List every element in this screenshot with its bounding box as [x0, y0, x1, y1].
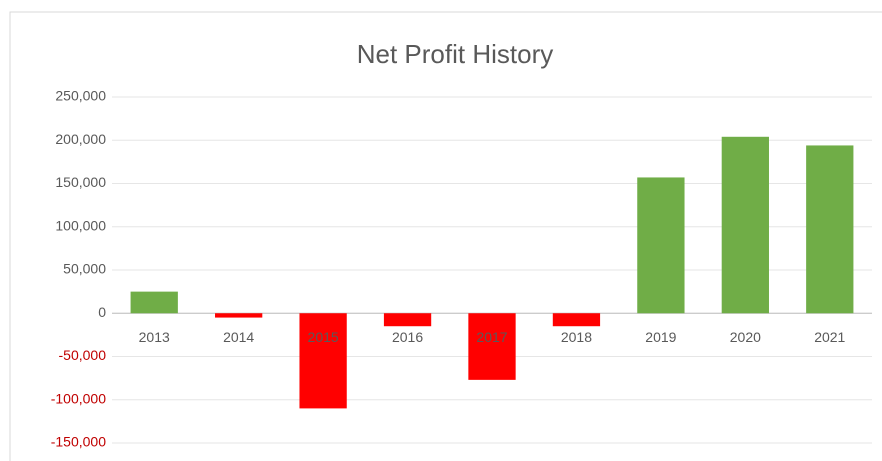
y-tick-label: -100,000 — [51, 390, 106, 406]
bar — [468, 313, 516, 380]
bar — [806, 145, 854, 314]
chart-title: Net Profit History — [357, 39, 554, 69]
x-tick-label: 2016 — [392, 329, 423, 345]
x-tick-label: 2017 — [476, 329, 507, 345]
y-tick-label: 100,000 — [55, 217, 106, 233]
bar — [215, 313, 263, 318]
bar — [130, 291, 178, 314]
bar — [637, 177, 685, 314]
bar — [299, 313, 347, 409]
y-tick-label: 200,000 — [55, 131, 106, 147]
y-tick-label: 250,000 — [55, 88, 106, 104]
x-tick-label: 2021 — [814, 329, 845, 345]
x-tick-label: 2015 — [308, 329, 339, 345]
y-tick-label: -150,000 — [51, 434, 106, 450]
x-tick-label: 2019 — [645, 329, 676, 345]
y-tick-label: 50,000 — [63, 261, 106, 277]
y-tick-label: 0 — [98, 304, 106, 320]
y-tick-label: -50,000 — [59, 347, 107, 363]
x-tick-label: 2018 — [561, 329, 592, 345]
bar — [552, 313, 601, 327]
y-tick-label: 150,000 — [55, 174, 106, 190]
x-tick-label: 2014 — [223, 329, 254, 345]
bar — [721, 136, 769, 314]
x-tick-label: 2020 — [730, 329, 761, 345]
x-tick-label: 2013 — [139, 329, 170, 345]
bar — [383, 313, 432, 327]
